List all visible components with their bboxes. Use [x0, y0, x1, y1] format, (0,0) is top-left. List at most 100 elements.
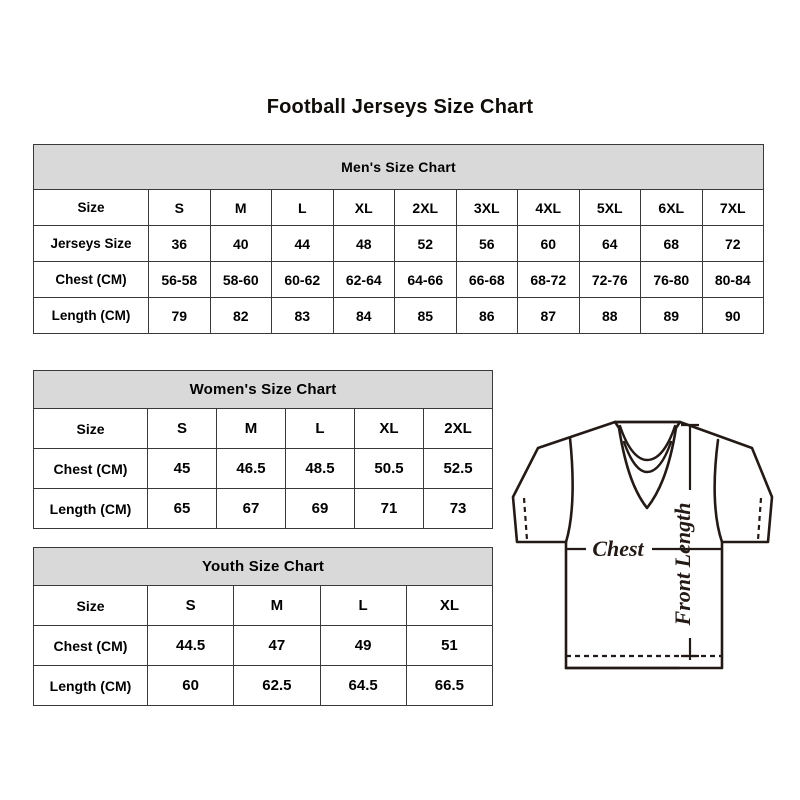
table-row: Size S M L XL 2XL 3XL 4XL 5XL 6XL 7XL — [33, 189, 764, 226]
table-cell: 2XL — [422, 408, 494, 449]
page-title: Football Jerseys Size Chart — [266, 96, 534, 118]
table-cell: 80-84 — [701, 261, 764, 298]
table-cell: 76-80 — [640, 261, 703, 298]
table-cell: 6XL — [640, 189, 703, 226]
table-cell: S — [148, 189, 211, 226]
table-cell: XL — [332, 189, 395, 226]
table-cell: 4XL — [517, 189, 580, 226]
table-cell: M — [209, 189, 272, 226]
table-cell: 5XL — [578, 189, 641, 226]
table-cell: 85 — [394, 297, 457, 334]
table-cell: 56 — [455, 225, 518, 262]
table-band-row: Women's Size Chart — [32, 370, 494, 409]
table-cell: 66-68 — [455, 261, 518, 298]
youth-size-chart-table: Youth Size Chart Size S M L XL Chest (CM… — [32, 547, 494, 706]
table-cell: 84 — [332, 297, 395, 334]
table-row: Size S M L XL 2XL — [33, 408, 494, 449]
table-row: Jerseys Size 36 40 44 48 52 56 60 64 68 … — [33, 225, 764, 262]
table-cell: 60 — [517, 225, 580, 262]
table-cell: 52.5 — [422, 448, 494, 489]
front-length-label: Front Length — [670, 503, 695, 627]
table-cell: 68 — [640, 225, 703, 262]
jersey-sleeve-hem-dash-right — [756, 497, 763, 541]
table-cell: 2XL — [394, 189, 457, 226]
table-cell: 58-60 — [209, 261, 272, 298]
table-cell: M — [216, 408, 286, 449]
table-cell: XL — [405, 585, 494, 626]
table-cell: 44 — [271, 225, 334, 262]
table-cell: 88 — [578, 297, 641, 334]
table-cell: 36 — [148, 225, 211, 262]
row-label: Length (CM) — [33, 488, 148, 529]
table-cell: 90 — [701, 297, 764, 334]
table-cell: 67 — [216, 488, 286, 529]
jersey-collar-arc-inner — [622, 440, 673, 474]
table-cell: S — [147, 408, 217, 449]
youth-chart-band-label: Youth Size Chart — [32, 547, 494, 586]
table-cell: L — [285, 408, 355, 449]
jersey-armhole-right — [713, 438, 724, 544]
table-cell: 73 — [422, 488, 494, 529]
row-label: Length (CM) — [33, 297, 149, 334]
table-cell: 72-76 — [578, 261, 641, 298]
womens-size-chart-table: Women's Size Chart Size S M L XL 2XL Che… — [32, 370, 494, 529]
table-cell: XL — [354, 408, 424, 449]
table-cell: M — [233, 585, 321, 626]
table-cell: 48.5 — [285, 448, 355, 489]
jersey-armhole-left — [564, 436, 574, 544]
table-cell: 7XL — [701, 189, 764, 226]
table-row: Chest (CM) 45 46.5 48.5 50.5 52.5 — [33, 448, 494, 489]
mens-chart-band-label: Men's Size Chart — [33, 144, 764, 190]
jersey-collar-arc-outer — [618, 424, 677, 462]
table-band-row: Men's Size Chart — [33, 144, 764, 190]
jersey-sleeve-hem-dash-left — [522, 497, 529, 541]
table-cell: 45 — [147, 448, 217, 489]
table-cell: 56-58 — [148, 261, 211, 298]
table-cell: L — [271, 189, 334, 226]
table-cell: 60 — [146, 665, 235, 706]
table-cell: S — [146, 585, 235, 626]
table-cell: 72 — [701, 225, 764, 262]
table-band-row: Youth Size Chart — [32, 547, 494, 586]
row-label: Size — [33, 585, 148, 626]
row-label: Chest (CM) — [33, 625, 148, 666]
table-cell: 40 — [209, 225, 272, 262]
table-cell: 62-64 — [332, 261, 395, 298]
table-cell: 83 — [271, 297, 334, 334]
table-cell: 50.5 — [354, 448, 424, 489]
table-cell: 44.5 — [146, 625, 235, 666]
table-row: Chest (CM) 56-58 58-60 60-62 62-64 64-66… — [33, 261, 764, 298]
table-row: Chest (CM) 44.5 47 49 51 — [33, 625, 494, 666]
table-cell: 47 — [233, 625, 321, 666]
table-cell: 79 — [148, 297, 211, 334]
table-cell: 68-72 — [517, 261, 580, 298]
jersey-v-neckline — [613, 420, 682, 510]
table-row: Size S M L XL — [33, 585, 494, 626]
row-label: Size — [33, 189, 149, 226]
table-cell: 65 — [147, 488, 217, 529]
table-cell: 60-62 — [271, 261, 334, 298]
table-cell: L — [319, 585, 407, 626]
table-cell: 86 — [455, 297, 518, 334]
table-cell: 82 — [209, 297, 272, 334]
row-label: Chest (CM) — [33, 448, 148, 489]
mens-size-chart-table: Men's Size Chart Size S M L XL 2XL 3XL 4… — [33, 144, 764, 334]
table-cell: 71 — [354, 488, 424, 529]
womens-chart-band-label: Women's Size Chart — [32, 370, 494, 409]
table-cell: 51 — [405, 625, 494, 666]
table-row: Length (CM) 79 82 83 84 85 86 87 88 89 9… — [33, 297, 764, 334]
jersey-measurement-diagram: Chest Front Length — [500, 398, 784, 688]
table-cell: 89 — [640, 297, 703, 334]
table-cell: 69 — [285, 488, 355, 529]
table-row: Length (CM) 60 62.5 64.5 66.5 — [33, 665, 494, 706]
table-cell: 64-66 — [394, 261, 457, 298]
table-cell: 62.5 — [233, 665, 321, 706]
row-label: Chest (CM) — [33, 261, 149, 298]
table-cell: 52 — [394, 225, 457, 262]
row-label: Length (CM) — [33, 665, 148, 706]
table-cell: 46.5 — [216, 448, 286, 489]
table-cell: 3XL — [455, 189, 518, 226]
table-row: Length (CM) 65 67 69 71 73 — [33, 488, 494, 529]
table-cell: 87 — [517, 297, 580, 334]
row-label: Size — [33, 408, 148, 449]
